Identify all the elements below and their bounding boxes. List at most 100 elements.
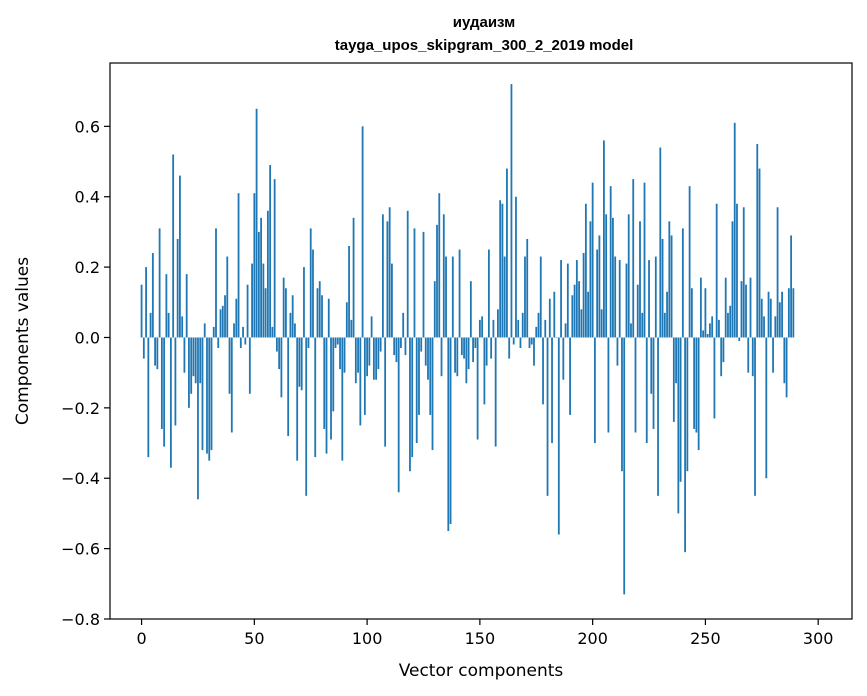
bar-33 xyxy=(215,228,217,338)
bar-89 xyxy=(341,337,344,461)
bar-55 xyxy=(264,288,267,338)
bar-230 xyxy=(659,147,662,338)
x-tick-label: 250 xyxy=(690,629,721,648)
bar-277 xyxy=(765,337,768,479)
bar-2 xyxy=(145,267,147,338)
bar-177 xyxy=(539,256,542,338)
bar-231 xyxy=(661,238,664,338)
bar-117 xyxy=(404,337,407,356)
y-axis-label: Components values xyxy=(13,257,33,425)
bar-182 xyxy=(551,337,553,444)
bar-272 xyxy=(754,337,756,496)
y-tick-label: 0.4 xyxy=(75,188,100,207)
y-tick-label: −0.8 xyxy=(61,610,100,629)
bar-212 xyxy=(618,260,621,338)
bar-1 xyxy=(142,337,145,359)
bar-126 xyxy=(424,337,427,366)
bar-110 xyxy=(388,207,391,338)
bar-249 xyxy=(702,330,705,338)
bar-188 xyxy=(564,323,567,338)
y-tick-label: −0.6 xyxy=(61,540,100,559)
bar-170 xyxy=(524,256,526,338)
bar-144 xyxy=(465,337,468,384)
bar-20 xyxy=(185,274,188,338)
bar-216 xyxy=(627,214,630,338)
bar-253 xyxy=(711,316,714,338)
bar-289 xyxy=(792,288,795,338)
bar-247 xyxy=(697,337,700,451)
bar-71 xyxy=(300,337,303,391)
bar-183 xyxy=(553,291,556,338)
bar-108 xyxy=(384,337,387,447)
bar-254 xyxy=(713,337,716,419)
bar-100 xyxy=(366,337,368,377)
bar-86 xyxy=(334,337,337,349)
bar-175 xyxy=(535,326,538,338)
bar-4 xyxy=(149,312,152,338)
bar-259 xyxy=(724,277,727,338)
bar-122 xyxy=(415,337,418,444)
bar-227 xyxy=(652,337,655,429)
bar-67 xyxy=(291,295,294,338)
bar-246 xyxy=(695,337,698,433)
bar-276 xyxy=(763,316,765,338)
bar-146 xyxy=(469,281,472,338)
bar-34 xyxy=(217,337,220,349)
bar-250 xyxy=(704,288,707,338)
bar-228 xyxy=(654,256,657,338)
bar-240 xyxy=(681,228,684,338)
bar-50 xyxy=(253,193,256,338)
bar-161 xyxy=(503,256,506,338)
bar-265 xyxy=(738,337,741,341)
bar-186 xyxy=(560,260,562,338)
bar-91 xyxy=(345,302,348,338)
bar-109 xyxy=(386,221,389,338)
bar-273 xyxy=(756,143,759,338)
bar-28 xyxy=(203,323,206,338)
bar-208 xyxy=(609,186,612,338)
bar-76 xyxy=(312,249,314,338)
bar-66 xyxy=(289,312,292,338)
x-tick-label: 50 xyxy=(244,629,264,648)
bar-204 xyxy=(600,309,603,338)
bar-41 xyxy=(233,323,235,338)
bar-219 xyxy=(634,337,637,433)
bar-285 xyxy=(783,337,786,384)
bar-184 xyxy=(555,337,558,338)
bar-45 xyxy=(242,326,244,338)
bar-127 xyxy=(427,337,429,380)
bar-23 xyxy=(192,337,195,377)
bar-209 xyxy=(612,217,614,338)
bar-269 xyxy=(747,337,750,373)
bar-40 xyxy=(230,337,233,433)
bar-241 xyxy=(684,337,686,553)
bar-166 xyxy=(515,196,517,338)
bar-158 xyxy=(497,309,499,338)
bar-98 xyxy=(361,126,364,338)
bar-29 xyxy=(206,337,208,454)
bar-222 xyxy=(641,312,644,338)
bar-136 xyxy=(447,337,450,532)
y-tick-label: 0.0 xyxy=(75,328,100,347)
bar-143 xyxy=(463,337,465,359)
y-axis-ticks: −0.8 −0.6 −0.4 −0.2 0.0 0.2 0.4 0.6 xyxy=(61,117,110,629)
bar-267 xyxy=(742,207,745,338)
bar-68 xyxy=(294,323,296,338)
bar-256 xyxy=(718,319,720,338)
bar-65 xyxy=(287,337,290,437)
bar-233 xyxy=(666,291,668,338)
bar-195 xyxy=(580,309,583,338)
bar-17 xyxy=(179,175,181,338)
bar-32 xyxy=(212,326,215,338)
bar-180 xyxy=(546,337,549,496)
bar-174 xyxy=(533,337,535,366)
y-tick-label: −0.4 xyxy=(61,469,100,488)
bar-53 xyxy=(260,217,262,338)
bar-119 xyxy=(409,337,411,472)
bar-15 xyxy=(174,337,177,426)
bar-251 xyxy=(706,333,709,338)
bar-207 xyxy=(607,337,610,433)
bar-181 xyxy=(548,298,551,338)
bar-7 xyxy=(156,337,159,370)
bar-74 xyxy=(307,337,310,349)
